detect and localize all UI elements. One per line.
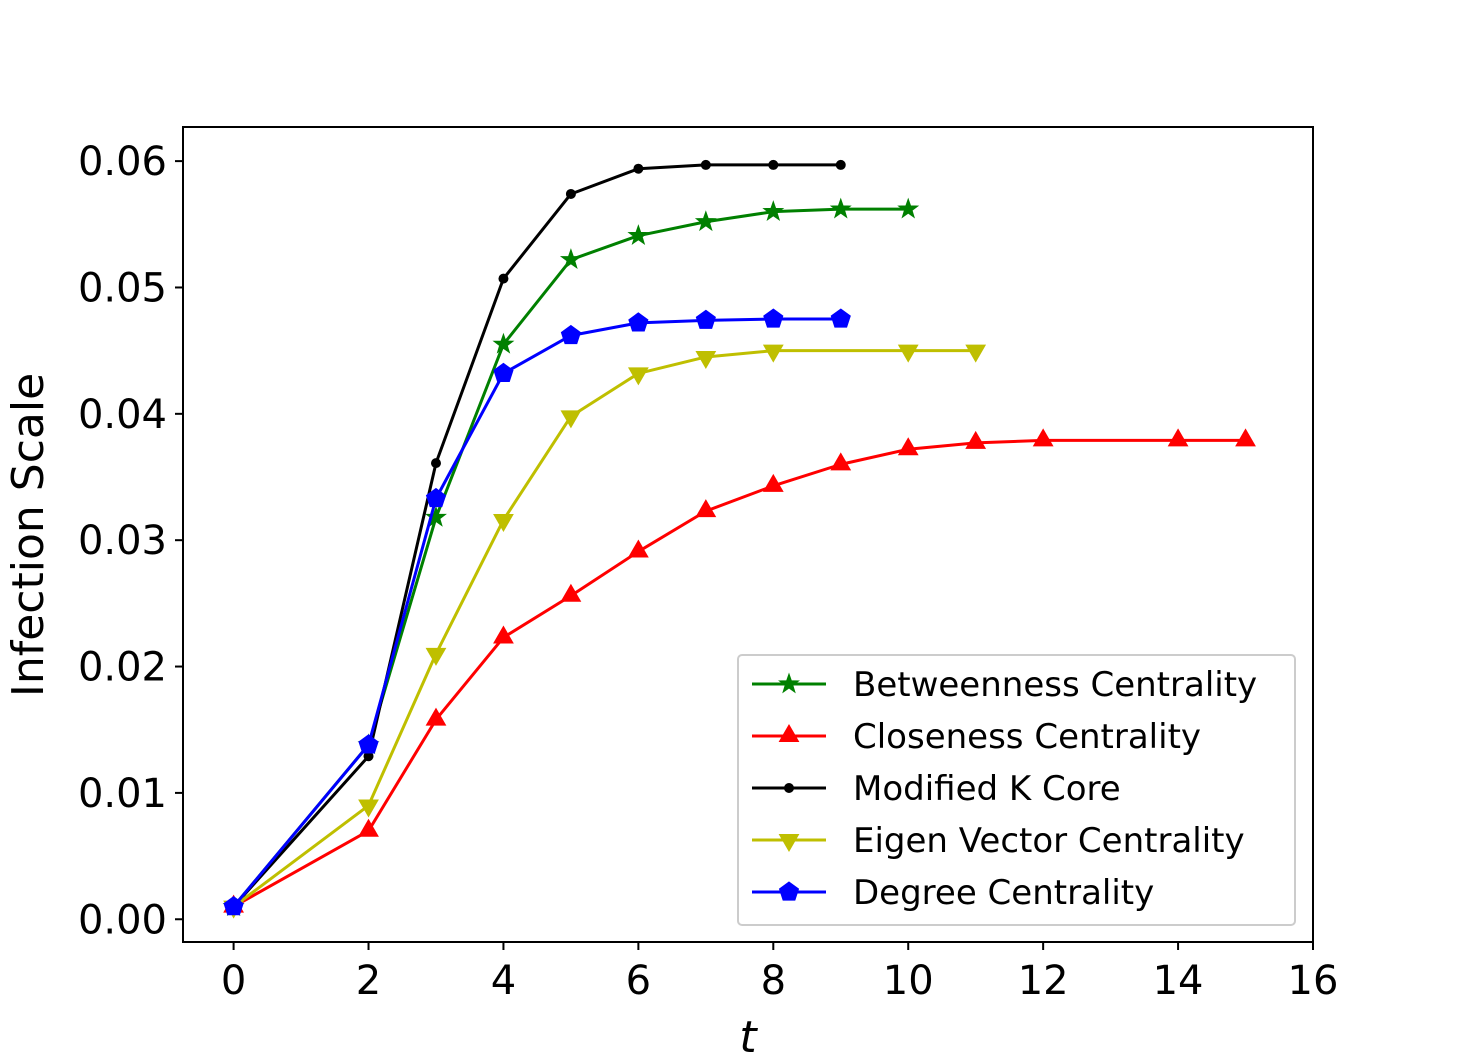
y-tick-label: 0.03 (78, 518, 167, 564)
legend-marker (778, 672, 800, 694)
x-tick-label: 14 (1153, 958, 1204, 1004)
data-point-modified-k-core (498, 273, 509, 284)
x-tick-label: 10 (883, 958, 934, 1004)
legend-label: Eigen Vector Centrality (853, 821, 1245, 861)
legend-label: Betweenness Centrality (853, 665, 1257, 705)
legend-item-eigen-vector-centrality: Eigen Vector Centrality (752, 821, 1245, 861)
x-axis: 0 2 4 6 8 10 12 14 16 (221, 942, 1339, 1004)
data-point-betweenness-centrality (762, 200, 785, 221)
x-tick-label: 0 (221, 958, 246, 1004)
legend-item-closeness-centrality: Closeness Centrality (752, 717, 1201, 757)
x-tick-label: 2 (356, 958, 381, 1004)
legend-marker (784, 783, 794, 793)
data-point-eigen-vector-centrality (762, 344, 784, 363)
data-point-closeness-centrality (897, 437, 919, 456)
series-degree-centrality (223, 308, 851, 916)
legend-marker (778, 881, 800, 901)
data-point-closeness-centrality (493, 625, 514, 644)
data-point-eigen-vector-centrality (897, 344, 919, 363)
data-point-degree-centrality (493, 362, 514, 382)
data-point-betweenness-centrality (829, 197, 852, 219)
data-point-closeness-centrality (425, 707, 447, 726)
data-point-degree-centrality (425, 487, 447, 508)
data-point-closeness-centrality (830, 452, 852, 471)
legend-marker (778, 834, 800, 852)
plot-frame (182, 126, 1314, 943)
x-tick-label: 8 (761, 958, 786, 1004)
data-point-closeness-centrality (560, 583, 582, 602)
y-tick-label: 0.02 (78, 645, 167, 691)
data-point-degree-centrality (763, 308, 784, 328)
data-point-modified-k-core (700, 159, 711, 170)
data-point-closeness-centrality (1032, 428, 1054, 447)
legend-label: Modified K Core (853, 769, 1121, 809)
x-tick-label: 4 (491, 958, 516, 1004)
data-point-degree-centrality (628, 312, 649, 332)
data-point-modified-k-core (768, 159, 779, 170)
data-point-betweenness-centrality (897, 197, 920, 219)
data-point-eigen-vector-centrality (358, 799, 379, 818)
data-point-eigen-vector-centrality (695, 350, 717, 369)
legend-label: Degree Centrality (853, 873, 1154, 913)
data-point-closeness-centrality (695, 499, 717, 518)
data-point-betweenness-centrality (559, 248, 582, 269)
y-tick-label: 0.06 (78, 139, 167, 185)
legend-box (737, 654, 1296, 926)
data-point-betweenness-centrality (627, 224, 650, 245)
x-axis-label: t (739, 1012, 758, 1060)
data-point-modified-k-core (835, 159, 846, 170)
series-line-closeness-centrality (232, 438, 1246, 908)
data-point-closeness-centrality (1235, 428, 1256, 447)
data-point-closeness-centrality (627, 539, 649, 558)
series-betweenness-centrality (222, 197, 920, 916)
legend-item-modified-k-core: Modified K Core (752, 769, 1121, 809)
data-point-betweenness-centrality (425, 505, 447, 527)
data-point-degree-centrality (358, 734, 379, 754)
data-point-eigen-vector-centrality (627, 367, 649, 386)
y-axis-label: Infection Scale (3, 373, 54, 697)
data-point-degree-centrality (223, 896, 244, 916)
legend-item-degree-centrality: Degree Centrality (752, 873, 1154, 913)
legend-item-betweenness-centrality: Betweenness Centrality (752, 665, 1257, 705)
data-point-eigen-vector-centrality (425, 647, 447, 666)
data-point-eigen-vector-centrality (965, 344, 987, 363)
series-line-betweenness-centrality (232, 207, 909, 908)
x-tick-label: 12 (1018, 958, 1069, 1004)
data-point-eigen-vector-centrality (560, 410, 582, 429)
series-closeness-centrality (223, 428, 1256, 913)
data-point-modified-k-core (633, 163, 644, 174)
data-point-closeness-centrality (762, 473, 784, 492)
y-tick-label: 0.05 (78, 265, 167, 311)
data-point-closeness-centrality (1167, 428, 1189, 447)
data-point-betweenness-centrality (694, 210, 717, 232)
data-point-eigen-vector-centrality (493, 513, 514, 532)
data-point-degree-centrality (560, 324, 582, 345)
data-point-closeness-centrality (965, 430, 987, 449)
x-tick-label: 16 (1288, 958, 1339, 1004)
legend: Betweenness Centrality Closeness Centrali… (737, 654, 1296, 926)
data-point-degree-centrality (695, 309, 716, 329)
x-tick-label: 6 (626, 958, 651, 1004)
legend-label: Closeness Centrality (853, 717, 1201, 757)
y-tick-label: 0.01 (78, 771, 167, 817)
y-tick-label: 0.04 (78, 392, 167, 438)
data-point-modified-k-core (565, 188, 576, 199)
series-layer (222, 159, 1256, 919)
series-line-eigen-vector-centrality (232, 349, 976, 908)
y-tick-label: 0.00 (78, 897, 167, 943)
data-point-degree-centrality (830, 308, 851, 328)
y-axis: 0.00 0.01 0.02 0.03 0.04 0.05 0.06 (78, 139, 183, 943)
legend-marker (778, 724, 800, 742)
data-point-closeness-centrality (358, 818, 379, 837)
data-point-modified-k-core (430, 458, 441, 469)
data-point-betweenness-centrality (492, 332, 515, 354)
